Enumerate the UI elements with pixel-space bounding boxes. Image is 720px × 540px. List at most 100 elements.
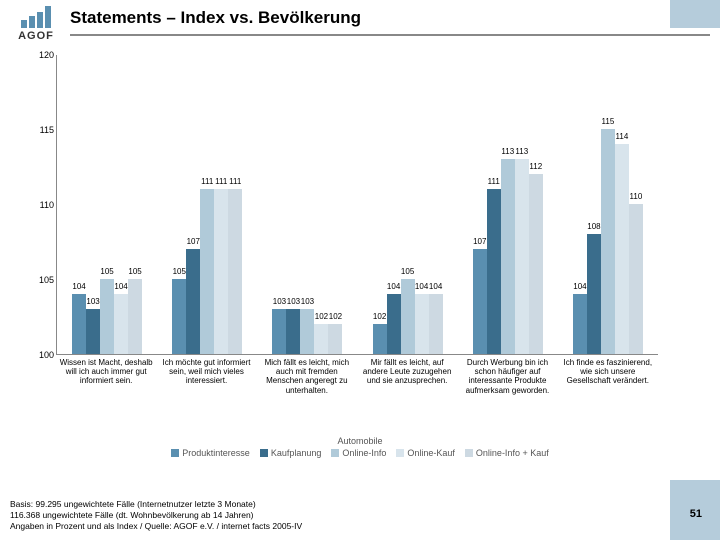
bar-group: 104108115114110	[558, 55, 658, 354]
y-tick: 120	[39, 50, 54, 60]
legend-label: Produktinteresse	[182, 448, 250, 458]
bar: 112	[529, 174, 543, 354]
bar-value-label: 111	[229, 177, 241, 186]
bar-group: 102104105104104	[358, 55, 458, 354]
footer: Basis: 99.295 ungewichtete Fälle (Intern…	[10, 499, 302, 532]
bar: 111	[200, 189, 214, 354]
bar: 103	[272, 309, 286, 354]
bar-value-label: 103	[301, 297, 314, 306]
bar: 105	[100, 279, 114, 354]
logo-text: AGOF	[18, 30, 54, 42]
bar: 111	[214, 189, 228, 354]
bar-value-label: 103	[287, 297, 300, 306]
x-label: Durch Werbung bin ich schon häufiger auf…	[457, 358, 557, 395]
bar-value-label: 104	[429, 282, 442, 291]
bar: 115	[601, 129, 615, 354]
legend-swatch	[396, 449, 404, 457]
bar-value-label: 111	[215, 177, 227, 186]
bar: 102	[373, 324, 387, 354]
legend-item: Online-Kauf	[396, 448, 455, 458]
bar: 105	[401, 279, 415, 354]
legend-swatch	[260, 449, 268, 457]
x-label: Ich möchte gut informiert sein, weil mic…	[156, 358, 256, 395]
bar: 104	[573, 294, 587, 354]
bar: 113	[501, 159, 515, 354]
bar-value-label: 104	[114, 282, 127, 291]
bar-value-label: 104	[415, 282, 428, 291]
agof-logo: AGOF	[10, 6, 62, 42]
footer-line-3: Angaben in Prozent und als Index / Quell…	[10, 521, 302, 532]
bar-value-label: 107	[187, 237, 200, 246]
bar-value-label: 103	[273, 297, 286, 306]
bar-group: 104103105104105	[57, 55, 157, 354]
bar-value-label: 115	[602, 117, 615, 126]
bar-value-label: 111	[201, 177, 213, 186]
x-axis-labels: Wissen ist Macht, deshalb will ich auch …	[56, 358, 658, 395]
x-label: Mich fällt es leicht, mich auch mit frem…	[257, 358, 357, 395]
bar: 105	[172, 279, 186, 354]
bar: 102	[314, 324, 328, 354]
legend-label: Online-Info + Kauf	[476, 448, 549, 458]
bar: 107	[186, 249, 200, 354]
y-tick: 115	[40, 125, 54, 135]
bar-value-label: 104	[573, 282, 586, 291]
bar-value-label: 105	[128, 267, 141, 276]
bar: 114	[615, 144, 629, 354]
bar: 104	[387, 294, 401, 354]
y-tick: 110	[40, 200, 54, 210]
footer-line-2: 116.368 ungewichtete Fälle (dt. Wohnbevö…	[10, 510, 302, 521]
bar-value-label: 104	[387, 282, 400, 291]
legend-item: Online-Info	[331, 448, 386, 458]
legend-swatch	[465, 449, 473, 457]
bar: 104	[72, 294, 86, 354]
bar: 105	[128, 279, 142, 354]
bar-value-label: 114	[616, 132, 629, 141]
bar-value-label: 105	[173, 267, 186, 276]
bar-group: 103103103102102	[257, 55, 357, 354]
bar-value-label: 107	[473, 237, 486, 246]
x-label: Ich finde es faszinierend, wie sich unse…	[558, 358, 658, 395]
legend-label: Kaufplanung	[271, 448, 322, 458]
bar: 103	[300, 309, 314, 354]
bar-group: 105107111111111	[157, 55, 257, 354]
legend-swatch	[331, 449, 339, 457]
chart: 100105110115120 104103105104105105107111…	[28, 55, 658, 355]
bar-value-label: 102	[315, 312, 328, 321]
bar-value-label: 108	[587, 222, 600, 231]
decoration-block-top	[670, 0, 720, 28]
bar-value-label: 102	[373, 312, 386, 321]
bar: 104	[415, 294, 429, 354]
legend-title: Automobile	[0, 436, 720, 446]
bar-value-label: 113	[501, 147, 514, 156]
legend-item: Online-Info + Kauf	[465, 448, 549, 458]
legend-label: Online-Info	[342, 448, 386, 458]
bar-value-label: 102	[329, 312, 342, 321]
legend-item: Kaufplanung	[260, 448, 322, 458]
y-axis: 100105110115120	[28, 55, 56, 355]
plot-area: 1041031051041051051071111111111031031031…	[56, 55, 658, 355]
bar: 111	[228, 189, 242, 354]
bar: 108	[587, 234, 601, 354]
bar: 113	[515, 159, 529, 354]
bar-value-label: 112	[529, 162, 542, 171]
footer-line-1: Basis: 99.295 ungewichtete Fälle (Intern…	[10, 499, 302, 510]
page-number: 51	[690, 508, 702, 520]
bar: 110	[629, 204, 643, 354]
y-tick: 105	[39, 275, 54, 285]
bar: 103	[286, 309, 300, 354]
header: AGOF Statements – Index vs. Bevölkerung	[0, 0, 720, 42]
bar-group: 107111113113112	[458, 55, 558, 354]
legend-item: Produktinteresse	[171, 448, 250, 458]
bar: 103	[86, 309, 100, 354]
bar: 102	[328, 324, 342, 354]
legend-swatch	[171, 449, 179, 457]
bar-value-label: 105	[100, 267, 113, 276]
y-tick: 100	[39, 350, 54, 360]
legend: Produktinteresse Kaufplanung Online-Info On…	[90, 448, 630, 458]
bar-value-label: 111	[488, 177, 500, 186]
bar-value-label: 110	[630, 192, 643, 201]
bar: 104	[114, 294, 128, 354]
bar: 111	[487, 189, 501, 354]
x-label: Wissen ist Macht, deshalb will ich auch …	[56, 358, 156, 395]
bar-value-label: 113	[515, 147, 528, 156]
